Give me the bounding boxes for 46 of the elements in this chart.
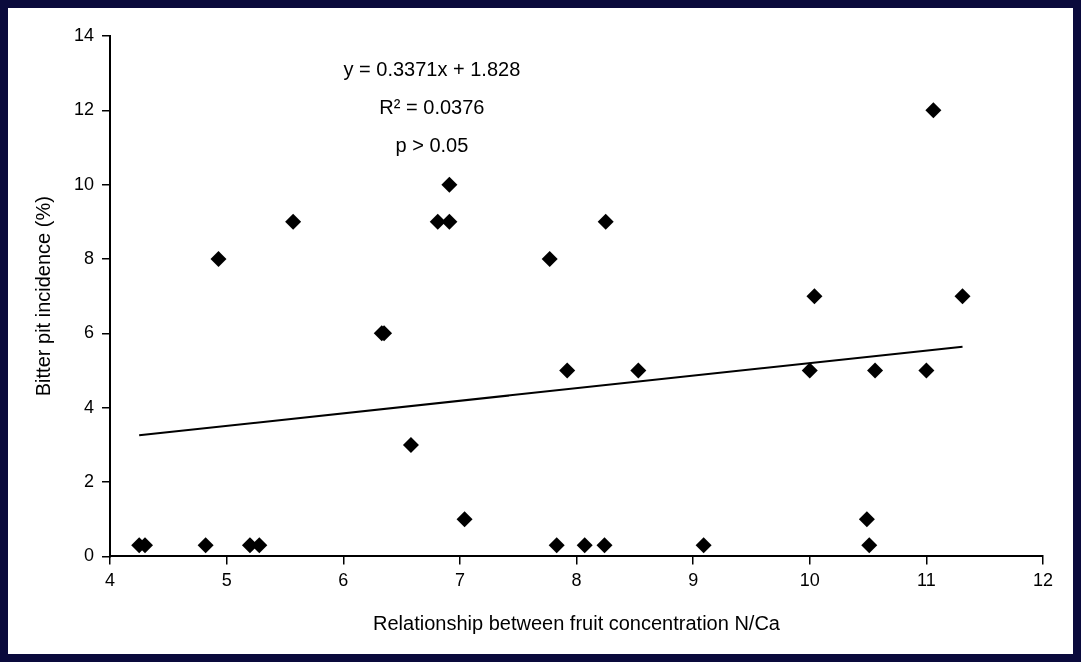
- point: [548, 537, 565, 554]
- x-tick-label: 8: [571, 570, 582, 591]
- annotation: y = 0.3371x + 1.828: [343, 57, 521, 80]
- x-tick-label: 12: [1032, 570, 1054, 591]
- point: [559, 362, 576, 379]
- point: [806, 288, 823, 305]
- point: [867, 362, 884, 379]
- point: [429, 213, 446, 230]
- annotation: R² = 0.0376: [379, 95, 485, 118]
- y-tick-label: 8: [84, 248, 95, 268]
- y-tick-label: 2: [84, 471, 95, 492]
- point: [456, 511, 473, 528]
- point: [576, 537, 593, 554]
- point: [801, 362, 818, 379]
- point: [925, 102, 942, 119]
- point: [541, 251, 558, 268]
- point: [861, 537, 878, 554]
- point: [695, 537, 712, 554]
- point: [441, 213, 458, 230]
- point: [285, 213, 302, 230]
- x-tick-label: 10: [799, 570, 820, 591]
- x-tick-label: 6: [338, 570, 349, 591]
- x-tick-label: 11: [917, 570, 936, 591]
- y-tick-label: 14: [73, 24, 95, 45]
- point: [597, 213, 614, 230]
- point: [630, 362, 647, 379]
- point: [441, 176, 458, 193]
- point: [596, 537, 613, 554]
- x-tick-label: 9: [688, 570, 699, 591]
- point: [402, 436, 419, 453]
- y-tick-label: 12: [73, 99, 95, 120]
- point: [918, 362, 935, 379]
- point: [858, 511, 875, 528]
- y-axis-title: Bitter pit incidence (%): [31, 196, 54, 397]
- x-axis-title: Relationship between fruit concentration N/Ca: [373, 611, 781, 634]
- y-tick-label: 0: [84, 545, 95, 566]
- y-tick-label: 4: [84, 396, 95, 417]
- x-tick-label: 7: [454, 570, 465, 591]
- point: [197, 537, 214, 554]
- y-tick-label: 10: [73, 173, 95, 194]
- point: [954, 288, 971, 305]
- x-tick-label: 4: [105, 570, 116, 591]
- annotation: p > 0.05: [395, 133, 469, 156]
- y-tick-label: 6: [84, 322, 95, 343]
- point: [210, 251, 227, 268]
- x-tick-label: 5: [221, 570, 232, 591]
